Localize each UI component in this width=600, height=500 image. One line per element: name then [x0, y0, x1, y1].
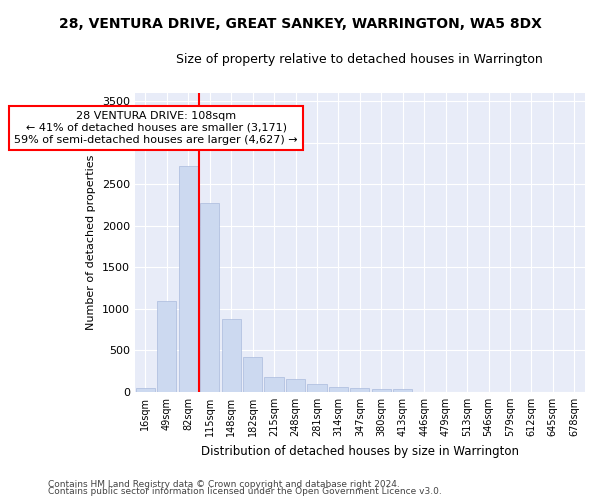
Bar	[157, 300, 176, 392]
Bar	[393, 390, 412, 392]
Y-axis label: Number of detached properties: Number of detached properties	[86, 155, 96, 330]
Bar	[286, 378, 305, 392]
Bar	[179, 166, 198, 392]
Bar	[136, 388, 155, 392]
Bar	[221, 319, 241, 392]
Bar	[350, 388, 370, 392]
Text: 28 VENTURA DRIVE: 108sqm
← 41% of detached houses are smaller (3,171)
59% of sem: 28 VENTURA DRIVE: 108sqm ← 41% of detach…	[14, 112, 298, 144]
Bar	[243, 357, 262, 392]
Text: Contains public sector information licensed under the Open Government Licence v3: Contains public sector information licen…	[48, 488, 442, 496]
X-axis label: Distribution of detached houses by size in Warrington: Distribution of detached houses by size …	[201, 444, 519, 458]
Bar	[307, 384, 326, 392]
Title: Size of property relative to detached houses in Warrington: Size of property relative to detached ho…	[176, 52, 543, 66]
Bar	[371, 388, 391, 392]
Text: 28, VENTURA DRIVE, GREAT SANKEY, WARRINGTON, WA5 8DX: 28, VENTURA DRIVE, GREAT SANKEY, WARRING…	[59, 18, 541, 32]
Text: Contains HM Land Registry data © Crown copyright and database right 2024.: Contains HM Land Registry data © Crown c…	[48, 480, 400, 489]
Bar	[329, 386, 348, 392]
Bar	[200, 202, 220, 392]
Bar	[265, 378, 284, 392]
